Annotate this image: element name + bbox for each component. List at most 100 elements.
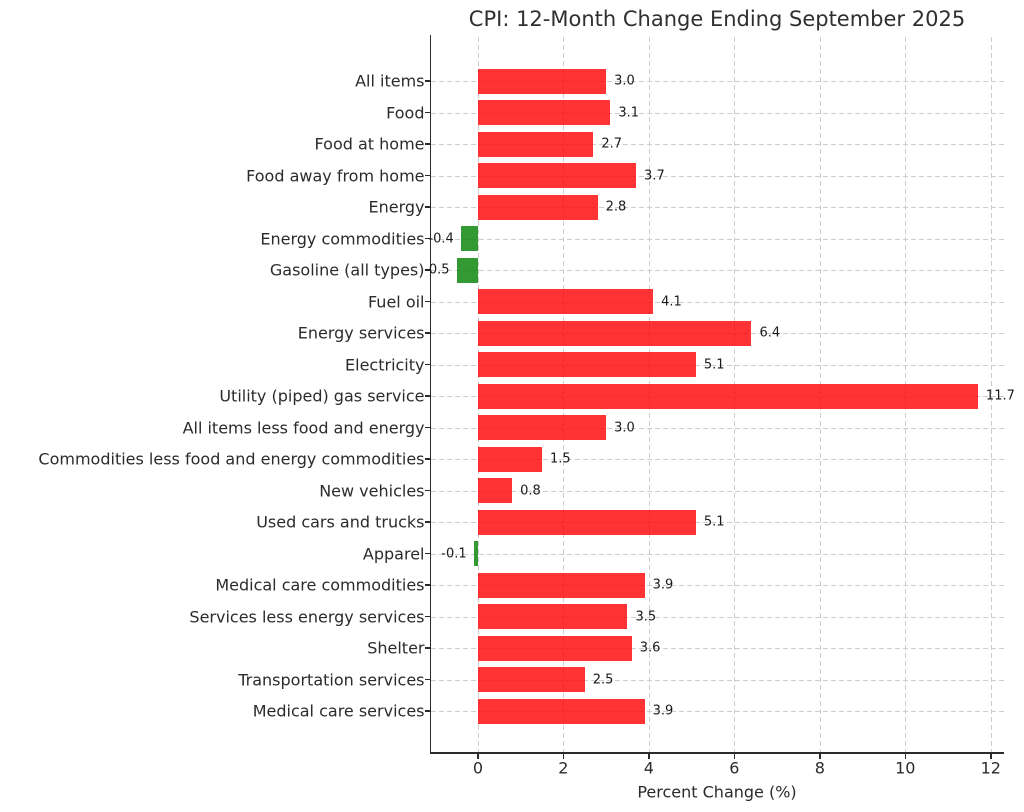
x-tick-label: 6 bbox=[729, 758, 740, 778]
x-tick-label: 8 bbox=[814, 758, 825, 778]
y-gridline bbox=[430, 175, 1004, 177]
y-tick bbox=[424, 332, 431, 334]
x-gridline bbox=[990, 37, 992, 753]
x-axis-spine bbox=[429, 752, 1004, 754]
bar bbox=[477, 163, 637, 188]
category-label: Food away from home bbox=[246, 166, 425, 185]
bar bbox=[477, 572, 645, 598]
bar bbox=[477, 68, 607, 94]
y-gridline bbox=[430, 427, 1004, 429]
y-gridline bbox=[430, 522, 1004, 523]
y-gridline bbox=[430, 81, 1004, 82]
bar bbox=[477, 289, 654, 314]
y-gridline bbox=[430, 585, 1004, 586]
category-label: Energy bbox=[368, 197, 425, 217]
bar-value-label: 11.7 bbox=[985, 388, 1015, 404]
y-gridline bbox=[430, 616, 1004, 618]
bar bbox=[477, 478, 513, 503]
y-gridline bbox=[430, 270, 1004, 271]
bar-value-label: 4.1 bbox=[661, 294, 682, 309]
category-label: Used cars and trucks bbox=[256, 512, 425, 532]
bar bbox=[477, 352, 696, 377]
bar bbox=[477, 446, 543, 472]
x-axis-label: Percent Change (%) bbox=[637, 782, 797, 802]
bar bbox=[477, 667, 585, 692]
bar-value-label: -0.5 bbox=[424, 262, 450, 278]
bar-value-label: -0.4 bbox=[428, 231, 454, 246]
y-tick bbox=[424, 206, 431, 208]
bar-value-label: 3.1 bbox=[618, 105, 640, 120]
bar-value-label: 0.8 bbox=[520, 483, 541, 498]
category-label: Energy services bbox=[297, 323, 425, 343]
category-label: All items bbox=[355, 71, 425, 91]
y-gridline bbox=[430, 301, 1004, 303]
y-gridline bbox=[430, 238, 1004, 240]
y-tick bbox=[424, 300, 431, 303]
x-tick bbox=[477, 753, 479, 759]
category-label: Fuel oil bbox=[367, 292, 425, 311]
bar-value-label: 5.1 bbox=[703, 357, 725, 372]
x-tick bbox=[733, 753, 736, 759]
bar-value-label: 2.8 bbox=[605, 199, 627, 215]
y-gridline bbox=[430, 553, 1004, 555]
bar bbox=[477, 383, 978, 409]
y-gridline bbox=[430, 364, 1004, 366]
y-gridline bbox=[430, 112, 1004, 114]
bar-value-label: 3.9 bbox=[652, 577, 674, 593]
y-tick bbox=[424, 111, 431, 114]
bar-value-label: 3.9 bbox=[652, 703, 674, 719]
bar bbox=[477, 509, 696, 535]
y-gridline bbox=[430, 490, 1004, 492]
bar-value-label: 3.7 bbox=[644, 168, 665, 183]
x-tick bbox=[648, 753, 650, 759]
bar-value-label: 2.5 bbox=[592, 672, 614, 687]
y-tick bbox=[424, 678, 431, 681]
x-tick-label: 12 bbox=[980, 758, 1001, 778]
bar bbox=[473, 541, 478, 566]
y-tick bbox=[424, 80, 431, 82]
bar bbox=[477, 320, 752, 346]
x-tick bbox=[904, 753, 907, 759]
bar-value-label: 3.0 bbox=[614, 73, 635, 89]
x-tick bbox=[819, 753, 821, 759]
y-tick bbox=[424, 584, 431, 586]
bar-value-label: 3.0 bbox=[614, 420, 635, 435]
y-gridline bbox=[430, 459, 1004, 460]
bar-value-label: 3.5 bbox=[635, 609, 657, 624]
category-label: Commodities less food and energy commodi… bbox=[38, 449, 425, 469]
category-label: Transportation services bbox=[238, 670, 425, 689]
category-label: New vehicles bbox=[319, 481, 425, 500]
chart-title: CPI: 12-Month Change Ending September 20… bbox=[468, 7, 966, 31]
bar-value-label: -0.1 bbox=[441, 546, 467, 561]
category-label: Medical care services bbox=[252, 701, 425, 721]
bar bbox=[456, 257, 478, 283]
y-gridline bbox=[430, 679, 1004, 681]
bar bbox=[477, 131, 594, 157]
x-tick-label: 0 bbox=[472, 758, 484, 778]
y-gridline bbox=[430, 711, 1004, 712]
x-tick bbox=[562, 753, 565, 759]
y-gridline bbox=[430, 144, 1004, 145]
x-tick-label: 4 bbox=[643, 758, 654, 778]
x-tick bbox=[990, 753, 992, 759]
category-label: All items less food and energy bbox=[182, 418, 425, 437]
category-label: Shelter bbox=[367, 638, 425, 658]
category-label: Apparel bbox=[362, 544, 425, 563]
category-label: Utility (piped) gas service bbox=[219, 386, 425, 406]
category-label: Medical care commodities bbox=[215, 575, 425, 595]
bar-value-label: 5.1 bbox=[703, 514, 725, 530]
y-tick bbox=[424, 615, 431, 618]
bar bbox=[477, 635, 632, 661]
y-axis-spine bbox=[429, 35, 432, 753]
y-tick bbox=[424, 552, 431, 555]
y-tick bbox=[424, 174, 431, 177]
x-tick-label: 2 bbox=[558, 758, 569, 778]
category-label: Electricity bbox=[345, 355, 425, 374]
category-label: Food bbox=[386, 103, 425, 122]
bar bbox=[460, 226, 478, 251]
category-label: Gasoline (all types) bbox=[269, 260, 425, 280]
category-label: Food at home bbox=[314, 134, 425, 154]
bar-value-label: 3.6 bbox=[639, 640, 661, 656]
bar bbox=[477, 698, 645, 724]
